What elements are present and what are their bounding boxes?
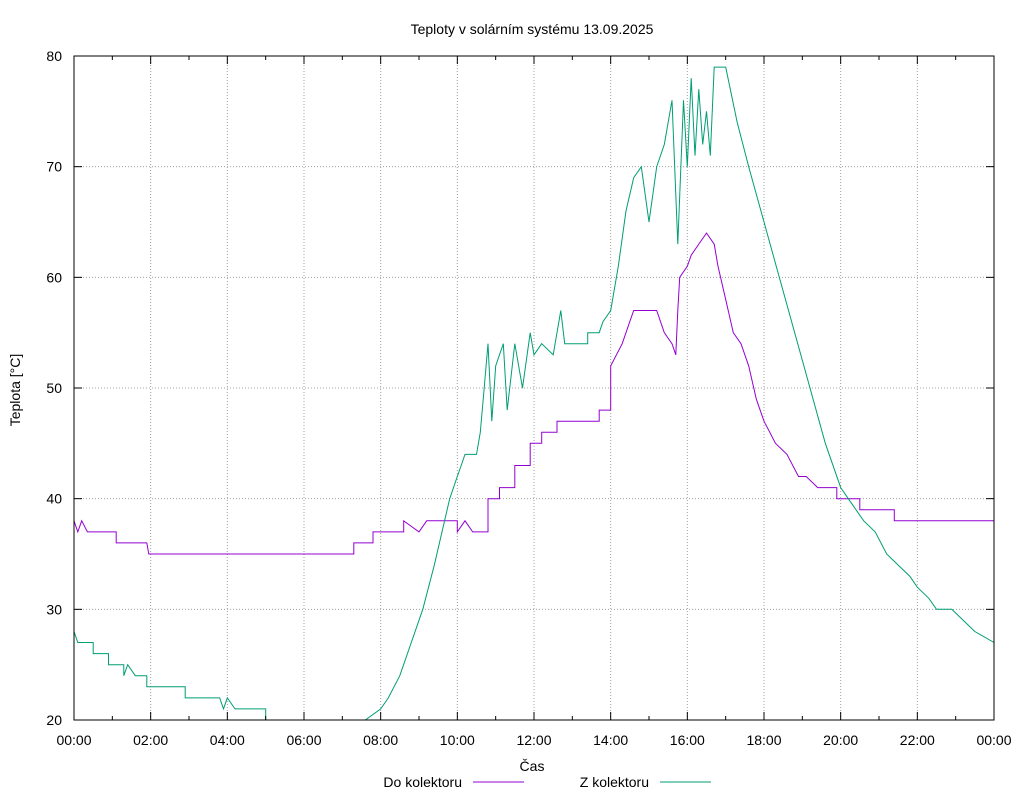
y-tick-label: 60	[46, 269, 62, 285]
x-tick-label: 02:00	[133, 732, 168, 748]
x-tick-label: 14:00	[593, 732, 628, 748]
legend-label-z-kolektoru: Z kolektoru	[580, 774, 649, 790]
ticks	[73, 55, 995, 721]
grid	[74, 56, 994, 720]
legend: Do kolektoru Z kolektoru	[383, 774, 711, 790]
x-tick-label: 12:00	[516, 732, 551, 748]
x-tick-label: 00:00	[976, 732, 1011, 748]
y-tick-label: 80	[46, 48, 62, 64]
x-tick-label: 22:00	[900, 732, 935, 748]
x-tick-label: 18:00	[746, 732, 781, 748]
x-tick-labels: 00:00 02:00 04:00 06:00 08:00 10:00 12:00 14:00…	[56, 732, 1011, 748]
x-tick-label: 06:00	[286, 732, 321, 748]
legend-label-do-kolektoru: Do kolektoru	[383, 774, 462, 790]
x-tick-label: 16:00	[670, 732, 705, 748]
y-tick-label: 30	[46, 601, 62, 617]
x-tick-label: 08:00	[363, 732, 398, 748]
chart-title: Teploty v solárním systému 13.09.2025	[411, 21, 654, 37]
y-axis-label: Teplota [°C]	[7, 354, 23, 427]
x-tick-label: 20:00	[823, 732, 858, 748]
x-tick-label: 10:00	[440, 732, 475, 748]
x-axis-label: Čas	[520, 758, 545, 774]
x-tick-label: 00:00	[56, 732, 91, 748]
y-tick-labels: 20 30 40 50 60 70 80	[46, 48, 62, 728]
series-line-0	[73, 232, 994, 555]
y-tick-label: 20	[46, 712, 62, 728]
y-tick-label: 40	[46, 491, 62, 507]
x-tick-label: 04:00	[210, 732, 245, 748]
y-tick-label: 70	[46, 159, 62, 175]
y-tick-label: 50	[46, 380, 62, 396]
series-layer	[73, 66, 995, 721]
series-line-1	[73, 66, 995, 721]
